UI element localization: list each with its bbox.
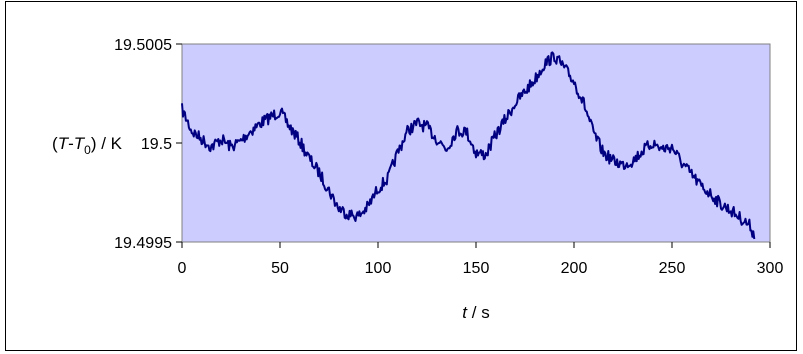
x-axis-label-part: t bbox=[462, 303, 468, 322]
x-tick-label: 100 bbox=[365, 260, 392, 277]
y-axis-ticks: 19.5005 19.5 19.4995 bbox=[114, 37, 182, 252]
y-axis-label-part: - bbox=[68, 134, 74, 153]
y-axis-label-part: ( bbox=[52, 134, 58, 153]
x-tick-label: 50 bbox=[271, 260, 289, 277]
y-axis-label-part: T bbox=[58, 134, 70, 153]
x-tick-label: 300 bbox=[757, 260, 784, 277]
x-tick-label: 150 bbox=[463, 260, 490, 277]
x-tick-label: 250 bbox=[659, 260, 686, 277]
x-axis-label: t / s bbox=[462, 303, 489, 322]
plot-area bbox=[181, 43, 771, 243]
x-tick-label: 200 bbox=[561, 260, 588, 277]
x-axis-label-part: / s bbox=[467, 303, 490, 322]
series-line bbox=[181, 51, 756, 240]
y-tick-label: 19.5 bbox=[141, 136, 172, 153]
y-tick-label: 19.4995 bbox=[114, 235, 172, 252]
y-axis-label-part: ) / K bbox=[91, 134, 123, 153]
x-tick-label: 0 bbox=[178, 260, 187, 277]
y-axis-label-part: T bbox=[74, 134, 86, 153]
y-axis-label: (T-T0) / K bbox=[52, 134, 123, 157]
x-axis-ticks: 0 50 100 150 200 250 300 bbox=[178, 242, 784, 277]
y-tick-label: 19.5005 bbox=[114, 37, 172, 54]
y-axis-label-part: 0 bbox=[84, 143, 91, 157]
